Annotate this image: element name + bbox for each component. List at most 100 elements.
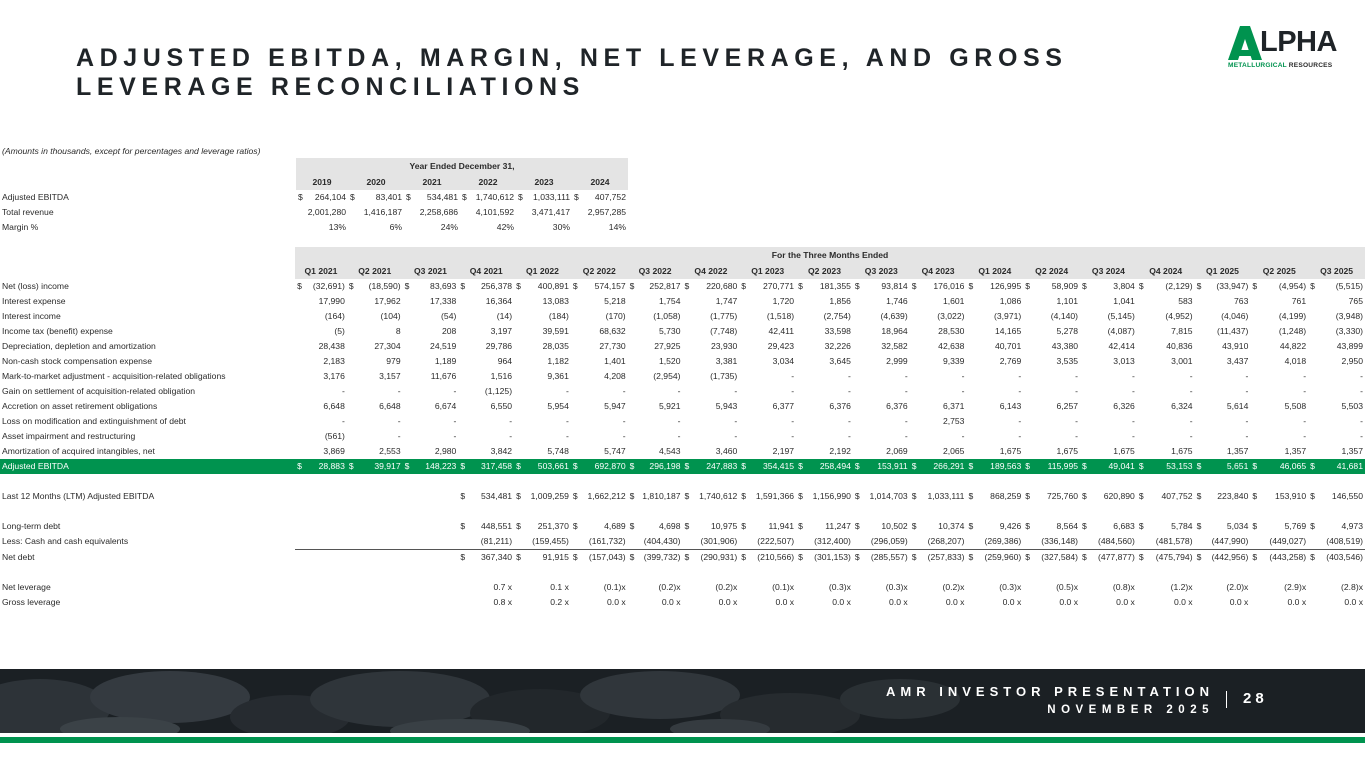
table-cell: 2,065 (942, 446, 965, 456)
table-cell: 5,947 (604, 401, 626, 411)
table-cell: $270,771 (741, 281, 795, 291)
table-cell: (11,437) (1216, 326, 1249, 336)
table-cell: $5,784 (1138, 521, 1193, 531)
table-cell: 1,357 (1341, 446, 1363, 456)
table-cell: 0.0 x (661, 597, 681, 607)
table-cell: (2.9)x (1284, 582, 1307, 592)
table-cell: (0.8)x (1112, 582, 1135, 592)
table-cell (403, 489, 459, 504)
table-cell: 3,645 (829, 356, 851, 366)
table-cell: 17,338 (430, 296, 457, 306)
table-cell: $247,883 (682, 459, 740, 474)
table-cell: $264,104 (298, 192, 346, 202)
table-cell: $49,041 (1080, 459, 1137, 474)
table-cell: (1,248) (1278, 326, 1307, 336)
table-cell: (161,732) (588, 536, 626, 546)
column-header: Q4 2023 (909, 263, 967, 279)
table-cell: - (1245, 431, 1249, 441)
table-row: Long-term debt $448,551 $251,370 $4,689 $4,6… (0, 519, 1365, 534)
table-cell: 4,018 (1284, 356, 1307, 366)
table-cell: - (1018, 416, 1022, 426)
table-cell: - (1075, 371, 1079, 381)
table-cell: (484,560) (1098, 536, 1135, 546)
row-label: Accretion on asset retirement obligation… (2, 401, 158, 411)
annual-table: Year Ended December 31, 2019 2020 2021 2022 2… (0, 158, 628, 235)
table-cell: 2,001,280 (307, 207, 346, 217)
table-cell: 42,414 (1108, 341, 1135, 351)
table-cell: $91,915 (514, 549, 571, 565)
table-cell (346, 549, 403, 565)
table-cell: - (848, 386, 851, 396)
row-label: Gross leverage (2, 597, 61, 607)
table-row: Interest expense 17,990 17,962 17,338 16,364… (0, 294, 1365, 309)
table-cell: - (734, 431, 738, 441)
table-cell: - (791, 416, 795, 426)
table-cell: - (1018, 371, 1022, 381)
table-cell: - (1360, 416, 1363, 426)
table-cell: 28,438 (318, 341, 345, 351)
table-cell: $8,564 (1025, 521, 1079, 531)
table-cell: (561) (324, 431, 345, 441)
column-header: Q2 2024 (1023, 263, 1081, 279)
column-header: Q2 2021 (346, 263, 403, 279)
table-cell: 1,675 (1056, 446, 1079, 456)
table-cell: - (342, 386, 345, 396)
table-cell: (449,027) (1269, 536, 1307, 546)
table-cell: 1,720 (772, 296, 795, 306)
table-cell: (54) (441, 311, 457, 321)
table-cell: $11,247 (798, 521, 851, 531)
table-cell: 0.2 x (550, 597, 569, 607)
table-cell: - (961, 386, 965, 396)
table-cell: - (1131, 431, 1135, 441)
table-cell: - (453, 386, 457, 396)
table-cell: 30% (552, 222, 570, 232)
row-label: Income tax (benefit) expense (2, 326, 113, 336)
table-cell: 0.0 x (1229, 597, 1249, 607)
table-cell: $574,157 (572, 281, 626, 291)
coal-background-image (0, 669, 1365, 733)
table-cell (403, 580, 459, 595)
row-label: Non-cash stock compensation expense (2, 356, 152, 366)
table-group-header: For the Three Months Ended (295, 247, 1365, 263)
row-label: Net (loss) income (2, 281, 69, 291)
table-cell: 1,101 (1056, 296, 1079, 306)
table-cell: 2,183 (323, 356, 345, 366)
table-group-header: Year Ended December 31, (296, 158, 628, 174)
table-cell: $1,810,187 (629, 491, 681, 501)
table-cell: - (734, 386, 738, 396)
table-cell: 3,869 (323, 446, 345, 456)
table-cell: 2,069 (886, 446, 908, 456)
table-cell: $10,975 (684, 521, 738, 531)
table-cell: $725,760 (1025, 491, 1079, 501)
table-cell: (408,519) (1326, 536, 1363, 546)
table-cell: (3,948) (1335, 311, 1363, 321)
table-cell: (301,906) (700, 536, 738, 546)
table-row (0, 474, 1365, 489)
table-cell: 28,530 (938, 326, 965, 336)
table-cell: - (1360, 371, 1363, 381)
table-cell: - (1075, 431, 1079, 441)
table-cell: 0.0 x (1287, 597, 1307, 607)
table-cell: 33,598 (824, 326, 851, 336)
table-cell: $176,016 (911, 281, 965, 291)
table-row: Gain on settlement of acquisition-relate… (0, 384, 1365, 399)
table-cell: 11,676 (430, 371, 457, 381)
table-cell: 5,730 (658, 326, 681, 336)
table-cell: $39,917 (346, 459, 403, 474)
table-cell: 6,376 (886, 401, 908, 411)
table-cell: $ (290,931) (682, 549, 740, 565)
table-cell: - (397, 386, 401, 396)
table-row: Less: Cash and cash equivalents (81,211) (… (0, 534, 1365, 550)
table-cell: (296,059) (870, 536, 908, 546)
table-cell (295, 549, 347, 565)
table-cell: (336,148) (1041, 536, 1079, 546)
table-cell: $4,689 (572, 521, 626, 531)
table-cell: 1,675 (1113, 446, 1135, 456)
table-cell: 3,471,417 (531, 207, 570, 217)
table-cell: $ (285,557) (852, 549, 910, 565)
table-cell: 29,786 (485, 341, 513, 351)
table-cell: 1,856 (829, 296, 851, 306)
table-cell (295, 489, 347, 504)
table-cell: - (1303, 416, 1307, 426)
table-cell: 9,361 (547, 371, 569, 381)
